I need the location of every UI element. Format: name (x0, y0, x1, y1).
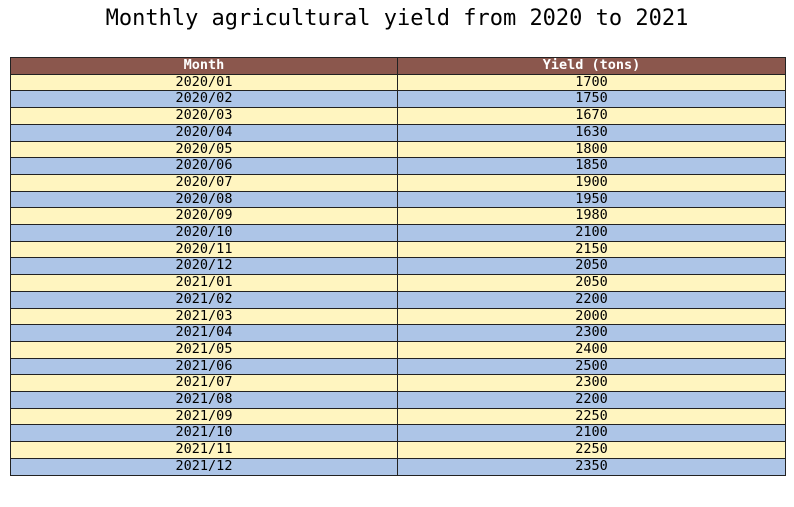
table-row: 2020/09 1980 (10, 207, 786, 226)
cell-yield: 1630 (397, 123, 786, 142)
cell-yield: 2200 (397, 391, 786, 409)
cell-yield: 2100 (397, 224, 786, 242)
table-row: 2021/08 2200 (10, 391, 786, 409)
table-body: 2020/01 1700 2020/02 1750 2020/03 1670 2020/04… (10, 73, 786, 476)
column-header-yield: Yield (tons) (397, 57, 786, 75)
cell-yield: 1670 (397, 107, 786, 125)
cell-month: 2020/04 (10, 123, 398, 142)
cell-month: 2021/03 (10, 307, 398, 326)
cell-month: 2021/11 (10, 441, 398, 459)
cell-yield: 2050 (397, 257, 786, 276)
cell-yield: 2400 (397, 340, 786, 359)
table-row: 2021/12 2350 (10, 457, 786, 476)
table-row: 2020/04 1630 (10, 123, 786, 142)
cell-month: 2021/06 (10, 357, 398, 376)
cell-month: 2020/06 (10, 157, 398, 175)
cell-month: 2021/02 (10, 290, 398, 309)
cell-yield: 2000 (397, 307, 786, 326)
cell-yield: 1850 (397, 157, 786, 175)
cell-month: 2020/03 (10, 107, 398, 125)
cell-yield: 2300 (397, 374, 786, 393)
cell-yield: 2250 (397, 407, 786, 426)
cell-yield: 2300 (397, 324, 786, 342)
table-row: 2021/11 2250 (10, 441, 786, 459)
cell-yield: 1800 (397, 140, 786, 159)
cell-yield: 1750 (397, 90, 786, 109)
table-row: 2021/02 2200 (10, 290, 786, 309)
table-row: 2021/05 2400 (10, 340, 786, 359)
cell-yield: 1980 (397, 207, 786, 226)
cell-month: 2021/07 (10, 374, 398, 393)
table-row: 2020/06 1850 (10, 157, 786, 175)
table-header-row: Month Yield (tons) (10, 57, 786, 75)
column-header-month: Month (10, 57, 398, 75)
table-row: 2020/11 2150 (10, 240, 786, 259)
table-row: 2020/02 1750 (10, 90, 786, 109)
cell-month: 2020/07 (10, 173, 398, 192)
table-row: 2020/05 1800 (10, 140, 786, 159)
table-row: 2020/01 1700 (10, 73, 786, 92)
table-row: 2020/08 1950 (10, 190, 786, 209)
table-row: 2020/12 2050 (10, 257, 786, 276)
cell-month: 2020/05 (10, 140, 398, 159)
table-row: 2020/10 2100 (10, 224, 786, 242)
yield-table: Month Yield (tons) 2020/01 1700 2020/02 175… (10, 57, 786, 476)
cell-month: 2020/09 (10, 207, 398, 226)
cell-yield: 2100 (397, 424, 786, 443)
cell-month: 2021/08 (10, 391, 398, 409)
cell-month: 2020/08 (10, 190, 398, 209)
chart-title: Monthly agricultural yield from 2020 to … (105, 6, 689, 31)
cell-yield: 2200 (397, 290, 786, 309)
cell-yield: 1950 (397, 190, 786, 209)
cell-month: 2021/10 (10, 424, 398, 443)
table-row: 2021/03 2000 (10, 307, 786, 326)
cell-yield: 2500 (397, 357, 786, 376)
cell-yield: 2150 (397, 240, 786, 259)
table-row: 2021/07 2300 (10, 374, 786, 393)
table-row: 2020/03 1670 (10, 107, 786, 125)
table-row: 2020/07 1900 (10, 173, 786, 192)
cell-month: 2021/04 (10, 324, 398, 342)
cell-yield: 1900 (397, 173, 786, 192)
cell-month: 2021/01 (10, 274, 398, 292)
cell-month: 2021/09 (10, 407, 398, 426)
table-row: 2021/06 2500 (10, 357, 786, 376)
table-row: 2021/01 2050 (10, 274, 786, 292)
cell-month: 2020/12 (10, 257, 398, 276)
cell-month: 2020/01 (10, 73, 398, 92)
table-row: 2021/09 2250 (10, 407, 786, 426)
cell-month: 2020/10 (10, 224, 398, 242)
cell-month: 2020/11 (10, 240, 398, 259)
cell-yield: 2350 (397, 457, 786, 476)
cell-month: 2021/12 (10, 457, 398, 476)
table-row: 2021/10 2100 (10, 424, 786, 443)
cell-month: 2020/02 (10, 90, 398, 109)
cell-yield: 2050 (397, 274, 786, 292)
cell-yield: 2250 (397, 441, 786, 459)
cell-yield: 1700 (397, 73, 786, 92)
table-row: 2021/04 2300 (10, 324, 786, 342)
cell-month: 2021/05 (10, 340, 398, 359)
